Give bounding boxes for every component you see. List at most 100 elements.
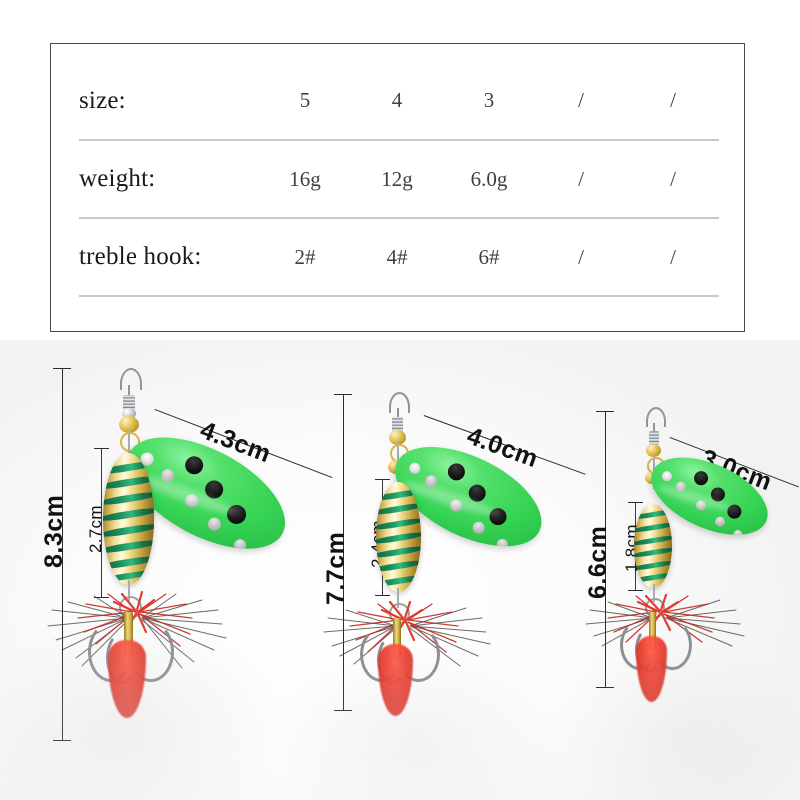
body-stripe-3e bbox=[634, 559, 672, 572]
spring-coil-1 bbox=[123, 395, 135, 411]
tail-feather-1 bbox=[108, 640, 146, 718]
cell-hook-5: / bbox=[627, 218, 719, 297]
cell-weight-3: 6.0g bbox=[443, 140, 535, 219]
body-stripe-2e bbox=[376, 545, 421, 559]
tail-feather-2 bbox=[378, 644, 413, 716]
spring-coil-2 bbox=[392, 417, 403, 432]
dim-cap-body-top-2 bbox=[375, 479, 390, 480]
cell-weight-1: 16g bbox=[259, 140, 351, 219]
table-row: weight: 16g 12g 6.0g / / bbox=[79, 140, 719, 219]
blade-dot-silver-1a bbox=[159, 466, 177, 485]
snap-clip-icon-3 bbox=[646, 407, 666, 427]
cell-size-4: / bbox=[535, 62, 627, 141]
blade-dot-silver-2b bbox=[448, 498, 465, 515]
blade-dot-silver-1d bbox=[231, 537, 249, 554]
blade-hole-2 bbox=[407, 460, 422, 476]
dim-line-total-2 bbox=[343, 394, 344, 710]
body-stripe-1d bbox=[103, 506, 154, 523]
clip-tail-1 bbox=[128, 385, 130, 397]
snap-clip-icon-2 bbox=[389, 392, 410, 413]
cell-size-5: / bbox=[627, 62, 719, 141]
spinner-body-2 bbox=[376, 482, 421, 592]
blade-dot-black-3b bbox=[708, 485, 728, 504]
blade-dot-black-1c bbox=[223, 501, 250, 528]
dim-cap-bottom-3 bbox=[596, 687, 614, 688]
bead-silver-1 bbox=[122, 408, 136, 419]
lure-photo-area: 8.3cm 2.7cm 4.3cm bbox=[0, 340, 800, 800]
dim-label-total-3: 6.6cm bbox=[584, 525, 612, 599]
dim-cap-top-3 bbox=[596, 411, 614, 412]
spec-table-panel: size: 5 4 3 / / weight: 16g 12g 6.0g / /… bbox=[50, 43, 745, 332]
row-label-treble-hook: treble hook: bbox=[79, 218, 259, 297]
row-label-weight: weight: bbox=[79, 140, 259, 219]
cell-weight-5: / bbox=[627, 140, 719, 219]
body-stripe-1a bbox=[103, 459, 154, 475]
dim-label-total-1: 8.3cm bbox=[40, 494, 68, 568]
row-label-size: size: bbox=[79, 62, 259, 141]
cell-hook-1: 2# bbox=[259, 218, 351, 297]
lower-wire-1 bbox=[128, 580, 130, 602]
blade-dot-silver-2c bbox=[471, 519, 488, 536]
dim-line-body-1 bbox=[101, 448, 102, 597]
blade-dot-silver-3c bbox=[713, 515, 727, 529]
clip-tail-2 bbox=[397, 408, 399, 419]
dim-cap-body-bottom-3 bbox=[628, 590, 643, 591]
body-stripe-1c bbox=[103, 490, 154, 507]
blade-hole-3 bbox=[660, 469, 674, 483]
body-stripe-1b bbox=[103, 474, 154, 491]
table-row: treble hook: 2# 4# 6# / / bbox=[79, 218, 719, 297]
lure-1: 8.3cm 2.7cm 4.3cm bbox=[0, 340, 333, 800]
body-stripe-3c bbox=[634, 534, 672, 546]
dim-cap-bottom-1 bbox=[53, 740, 71, 741]
table-row: size: 5 4 3 / / bbox=[79, 62, 719, 141]
cell-hook-3: 6# bbox=[443, 218, 535, 297]
dim-cap-body-top-1 bbox=[94, 448, 109, 449]
dim-cap-top-1 bbox=[53, 368, 71, 369]
body-stripe-1e bbox=[103, 522, 154, 539]
spinner-body-3 bbox=[634, 504, 672, 588]
body-stripe-3b bbox=[634, 521, 672, 534]
cell-weight-2: 12g bbox=[351, 140, 443, 219]
blade-dot-black-2b bbox=[465, 482, 489, 506]
dim-line-total-3 bbox=[605, 411, 606, 687]
cell-size-1: 5 bbox=[259, 62, 351, 141]
tail-feather-3 bbox=[636, 636, 667, 702]
dim-label-total-2: 7.7cm bbox=[322, 531, 350, 605]
dim-cap-top-2 bbox=[334, 394, 352, 395]
cell-hook-2: 4# bbox=[351, 218, 443, 297]
dim-cap-body-bottom-1 bbox=[94, 597, 109, 598]
body-stripe-2g bbox=[376, 573, 421, 588]
dim-cap-bottom-2 bbox=[334, 710, 352, 711]
body-stripe-3f bbox=[634, 572, 672, 584]
body-stripe-2b bbox=[376, 502, 421, 517]
blade-dot-silver-2d bbox=[494, 537, 510, 552]
blade-dot-silver-3a bbox=[674, 480, 688, 494]
bead-gold-3a bbox=[646, 444, 661, 457]
blade-dot-silver-1b bbox=[182, 491, 201, 510]
lure-3: 6.6cm 1.8cm 3.0cm bbox=[570, 380, 800, 800]
bead-gold-2a bbox=[389, 430, 406, 445]
body-stripe-3d bbox=[634, 546, 672, 559]
body-stripe-1f bbox=[103, 538, 154, 555]
blade-dot-black-1b bbox=[202, 477, 227, 502]
body-stripe-3a bbox=[634, 509, 672, 521]
lower-wire-3 bbox=[653, 584, 655, 602]
body-stripe-1g bbox=[103, 554, 154, 571]
blade-dot-black-1a bbox=[181, 453, 206, 478]
blade-dot-black-3a bbox=[691, 468, 711, 487]
blade-dot-silver-1c bbox=[205, 515, 224, 534]
clip-tail-3 bbox=[653, 423, 655, 433]
blade-dot-black-3c bbox=[725, 502, 744, 521]
dim-cap-body-top-3 bbox=[628, 502, 643, 503]
spring-coil-3 bbox=[649, 431, 659, 445]
lure-2: 7.7cm 2.4cm 4.0cm bbox=[300, 360, 600, 800]
body-stripe-2d bbox=[376, 530, 421, 545]
cell-size-2: 4 bbox=[351, 62, 443, 141]
dim-cap-body-bottom-2 bbox=[375, 595, 390, 596]
blade-dot-silver-2a bbox=[423, 473, 440, 490]
dim-line-total-1 bbox=[62, 368, 63, 740]
body-stripe-2f bbox=[376, 559, 421, 574]
spec-table: size: 5 4 3 / / weight: 16g 12g 6.0g / /… bbox=[79, 62, 719, 297]
spinner-body-1 bbox=[103, 453, 154, 585]
